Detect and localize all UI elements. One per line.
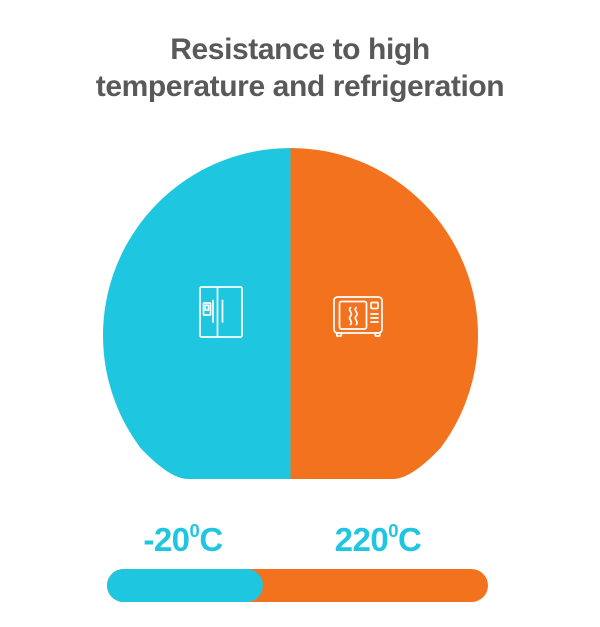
cold-half-shape: [103, 148, 291, 479]
cold-temp-value: -20: [143, 521, 190, 558]
hot-half-shape: [290, 148, 478, 479]
title-line-2: temperature and refrigeration: [95, 70, 505, 103]
hot-temperature-label: 2200C: [334, 520, 422, 558]
temperature-scale-bar: [107, 569, 488, 602]
title-line-1: Resistance to high: [170, 33, 430, 66]
temperature-dome: [103, 148, 478, 479]
hot-temp-unit: C: [398, 521, 422, 558]
page-title: Resistance to high temperature and refri…: [0, 31, 600, 105]
hot-temp-value: 220: [334, 521, 389, 558]
refrigerator-icon: [199, 286, 243, 338]
cold-scale-segment: [107, 569, 264, 602]
hot-temp-superscript: 0: [388, 520, 398, 542]
cold-temp-superscript: 0: [189, 520, 200, 542]
cold-temperature-label: -200C: [143, 520, 223, 558]
microwave-icon: [333, 296, 383, 337]
cold-temp-unit: C: [199, 521, 223, 558]
